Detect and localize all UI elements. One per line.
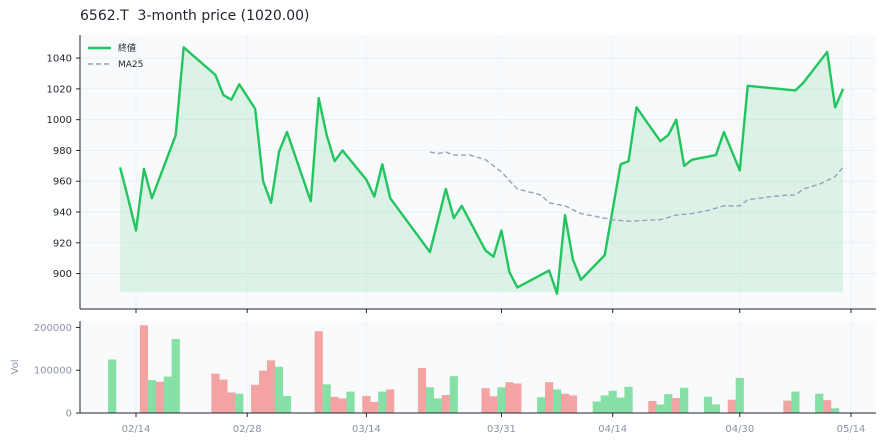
volume-bar <box>656 404 665 413</box>
volume-bar <box>155 381 164 413</box>
volume-bar <box>211 373 220 413</box>
price-y-tick-label: 980 <box>53 146 72 157</box>
price-plot-area <box>80 35 876 309</box>
volume-bar <box>171 338 180 413</box>
volume-y-tick-label: 100000 <box>34 366 72 377</box>
x-tick-label: 03/14 <box>352 424 381 435</box>
volume-bar <box>592 401 601 413</box>
volume-bar <box>322 384 331 413</box>
volume-bar <box>815 393 824 413</box>
price-y-tick-label: 1040 <box>47 54 72 65</box>
volume-y-axis-label: Vol <box>10 360 21 375</box>
volume-bar <box>378 391 387 413</box>
close-price-line <box>118 46 845 295</box>
volume-bar <box>274 366 284 413</box>
volume-bar <box>481 388 490 413</box>
volume-bar <box>664 394 673 413</box>
volume-bar <box>545 382 554 413</box>
volume-bar <box>139 325 149 413</box>
volume-bar <box>259 370 268 413</box>
volume-bar <box>735 377 744 413</box>
volume-plot-area <box>80 321 876 413</box>
volume-bar <box>147 380 156 413</box>
volume-bar <box>346 391 355 413</box>
volume-bar <box>282 395 292 413</box>
legend-close-label: 終値 <box>118 42 136 54</box>
ma25-line <box>429 151 844 222</box>
volume-bar <box>831 408 840 413</box>
volume-bar <box>235 393 244 413</box>
price-y-tick-label: 1020 <box>47 84 72 95</box>
volume-bar <box>163 376 172 413</box>
volume-bar <box>616 397 625 413</box>
volume-bar <box>608 390 617 413</box>
x-tick-label: 03/31 <box>487 424 516 435</box>
volume-bar <box>489 396 498 413</box>
volume-y-tick-label: 0 <box>66 409 72 420</box>
x-tick-label: 04/14 <box>598 424 627 435</box>
volume-bar <box>441 395 450 413</box>
volume-bar <box>568 395 578 413</box>
volume-bar <box>672 398 681 413</box>
price-y-tick-label: 960 <box>53 177 72 188</box>
volume-bar <box>314 331 323 413</box>
volume-bar <box>417 368 427 413</box>
volume-bar <box>505 382 514 413</box>
volume-bar <box>433 398 442 413</box>
volume-bar <box>823 400 832 413</box>
volume-bar <box>330 396 339 413</box>
volume-bar <box>791 391 800 413</box>
volume-bar <box>513 383 522 413</box>
volume-bar <box>727 399 736 413</box>
legend-ma25-label: MA25 <box>118 60 143 70</box>
volume-bar <box>108 359 117 413</box>
volume-bar <box>251 384 260 413</box>
volume-bar <box>703 396 713 413</box>
volume-bar <box>600 395 609 413</box>
volume-bar <box>362 395 371 413</box>
volume-bar <box>266 360 276 413</box>
volume-bar <box>560 393 570 413</box>
volume-bar <box>386 389 395 413</box>
close-price-area <box>120 47 844 294</box>
price-y-tick-label: 1000 <box>47 115 72 126</box>
volume-bar <box>497 387 506 413</box>
x-tick-label: 05/14 <box>837 424 866 435</box>
volume-bar <box>537 397 546 413</box>
volume-bar <box>338 398 347 413</box>
price-y-tick-label: 920 <box>53 238 72 249</box>
price-y-tick-label: 940 <box>53 208 72 219</box>
volume-bar <box>227 392 236 413</box>
volume-bar <box>624 386 633 413</box>
x-tick-label: 02/14 <box>122 424 151 435</box>
volume-bar <box>783 400 792 413</box>
chart-title: 6562.T 3-month price (1020.00) <box>80 8 310 24</box>
x-tick-label: 04/30 <box>725 424 754 435</box>
volume-y-tick-label: 200000 <box>34 323 72 334</box>
price-y-tick-label: 900 <box>53 269 72 280</box>
x-tick-label: 02/28 <box>233 424 262 435</box>
volume-bar <box>648 401 657 413</box>
volume-bar <box>552 389 562 413</box>
volume-bar <box>449 376 458 413</box>
volume-bar <box>219 379 228 413</box>
volume-bar <box>425 387 435 413</box>
volume-bar <box>711 404 721 413</box>
volume-bar <box>680 387 689 413</box>
volume-bar <box>370 401 379 413</box>
